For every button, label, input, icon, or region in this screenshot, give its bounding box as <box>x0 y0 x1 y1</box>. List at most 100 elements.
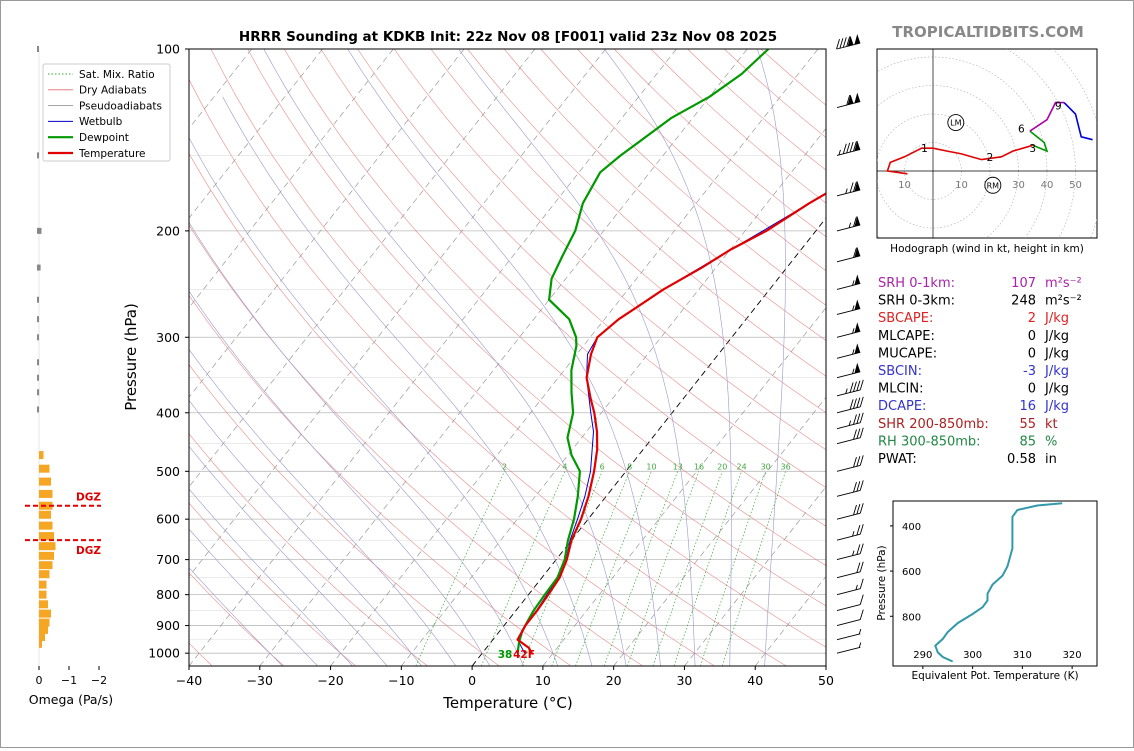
omega-bar <box>39 451 44 460</box>
wind-barb-shaft <box>836 533 861 541</box>
index-label: SRH 0-3km: <box>878 294 955 309</box>
dry-adiabat-line <box>189 502 356 666</box>
dry-adiabat-line <box>189 294 572 666</box>
wind-barb-shaft <box>836 255 861 263</box>
wind-barb <box>836 379 864 397</box>
moist-adiabat-line <box>604 49 732 666</box>
wind-barb-half-flag <box>852 531 855 537</box>
wind-barb-flag <box>849 141 854 153</box>
theta-e-ticks: 290 300 310 320 400 600 800 <box>890 522 1082 669</box>
wind-barb-flag <box>856 397 861 408</box>
dry-adiabat-line <box>393 49 826 451</box>
dgz-label-top: DGZ <box>76 492 101 504</box>
wind-barb-pennant <box>854 180 861 192</box>
wind-barb <box>836 578 864 596</box>
index-unit: % <box>1045 434 1057 449</box>
omega-bar-small <box>37 406 39 413</box>
index-value: 107 <box>1011 276 1036 291</box>
omega-tick-label: −2 <box>91 674 107 687</box>
dry-adiabat-line <box>357 49 826 488</box>
wind-barb-flag <box>859 480 864 491</box>
surface-dewpoint-label: 38 <box>498 649 513 661</box>
index-unit: J/kg <box>1044 346 1069 361</box>
wind-barb-shaft <box>836 619 861 626</box>
skewt-profiles: 2 4 6 8 10 13 16 20 24 30 36 <box>502 49 826 654</box>
wind-barb-shaft <box>836 330 861 338</box>
index-label: MUCAPE: <box>878 346 937 361</box>
hodograph-height-label: 2 <box>987 152 994 164</box>
index-unit: m²s⁻² <box>1045 294 1082 309</box>
theta-e-xlabel: Equivalent Pot. Temperature (K) <box>911 670 1078 682</box>
x-tick-label: 50 <box>818 673 834 688</box>
moist-adiabat-line <box>189 567 283 666</box>
omega-bar <box>39 600 48 609</box>
wind-barb <box>836 396 864 414</box>
moist-adiabat-line <box>189 488 353 666</box>
omega-tick-label: 0 <box>36 674 43 687</box>
omega-bar-small <box>37 152 39 159</box>
legend-label: Pseudoadiabats <box>79 100 162 112</box>
isotherm-line <box>259 49 748 666</box>
omega-bar-small <box>37 316 39 323</box>
wind-barb-shaft <box>836 437 861 445</box>
wind-barb-flag <box>853 181 857 192</box>
isotherm-line <box>189 49 536 488</box>
omega-bar <box>39 632 45 641</box>
hodograph-trace <box>1029 130 1049 153</box>
theta-e-x-tick-label: 320 <box>1063 650 1082 661</box>
wind-barb-flag <box>859 396 864 407</box>
omega-bar <box>39 625 48 634</box>
wind-barb-flag <box>859 561 864 572</box>
dewpoint-profile <box>516 49 770 654</box>
hodograph-plot: 10102030405012369LMRM <box>877 49 1097 238</box>
hodograph-height-label: 3 <box>1029 143 1036 155</box>
wind-barb-flag <box>859 578 864 589</box>
wind-barb <box>836 274 861 290</box>
dry-adiabat-line <box>210 49 826 648</box>
mix-ratio-line <box>415 471 505 666</box>
surface-temperature-label: 42F <box>513 649 535 661</box>
index-label: SBCIN: <box>878 364 922 379</box>
x-tick-label: −10 <box>388 673 414 688</box>
mix-ratio-label: 6 <box>600 462 605 471</box>
x-tick-label: −30 <box>247 673 273 688</box>
index-value: 2 <box>1028 311 1036 326</box>
x-tick-label: 10 <box>535 673 551 688</box>
legend-label: Dewpoint <box>79 132 129 144</box>
wind-barb-shaft <box>836 389 861 397</box>
legend-box <box>42 63 171 162</box>
wind-barb <box>836 140 861 156</box>
omega-bar <box>39 618 50 627</box>
dry-adiabat-line <box>540 49 826 306</box>
skewt-ticks: −40 −30 −20 −10 0 10 20 30 40 50 100 200 300 400 500 60… <box>148 42 834 689</box>
hodograph-tick-label: 10 <box>898 180 911 191</box>
moist-adiabat-line <box>222 96 593 666</box>
index-label: PWAT: <box>878 452 917 467</box>
omega-bar <box>39 521 53 530</box>
wind-barb <box>836 609 864 626</box>
wind-barb-pennant <box>854 322 861 333</box>
y-tick-label: 100 <box>156 42 180 57</box>
wind-barb-half-flag <box>852 328 855 334</box>
sounding-indices: SRH 0-1km: 107 m²s⁻² SRH 0-3km: 248 m²s⁻² SBCA… <box>878 276 1082 467</box>
wind-barb-flag <box>849 399 854 410</box>
chart-legend: Sat. Mix. Ratio Dry Adiabats Pseudoadiabat… <box>42 63 171 162</box>
wind-barb-flag <box>853 414 857 425</box>
wind-barb <box>836 343 861 359</box>
wind-barb-pennant <box>854 343 861 354</box>
omega-bar <box>39 639 42 648</box>
wind-barb <box>836 322 861 338</box>
mix-ratio-label: 10 <box>646 462 656 471</box>
wind-barb-flag <box>846 36 851 47</box>
wind-barb-shaft <box>836 588 861 596</box>
moist-adiabat-line <box>189 221 525 666</box>
index-value: 85 <box>1019 434 1036 449</box>
wind-barb-flag <box>859 543 864 554</box>
wind-barb-shaft <box>836 646 861 654</box>
surface-labels: 38 42F <box>498 649 535 661</box>
hodograph-tick-label: 30 <box>1012 180 1025 191</box>
dry-adiabat-line <box>430 49 826 414</box>
wind-barb-shaft <box>836 633 861 641</box>
wind-barb-pennant <box>847 94 854 105</box>
